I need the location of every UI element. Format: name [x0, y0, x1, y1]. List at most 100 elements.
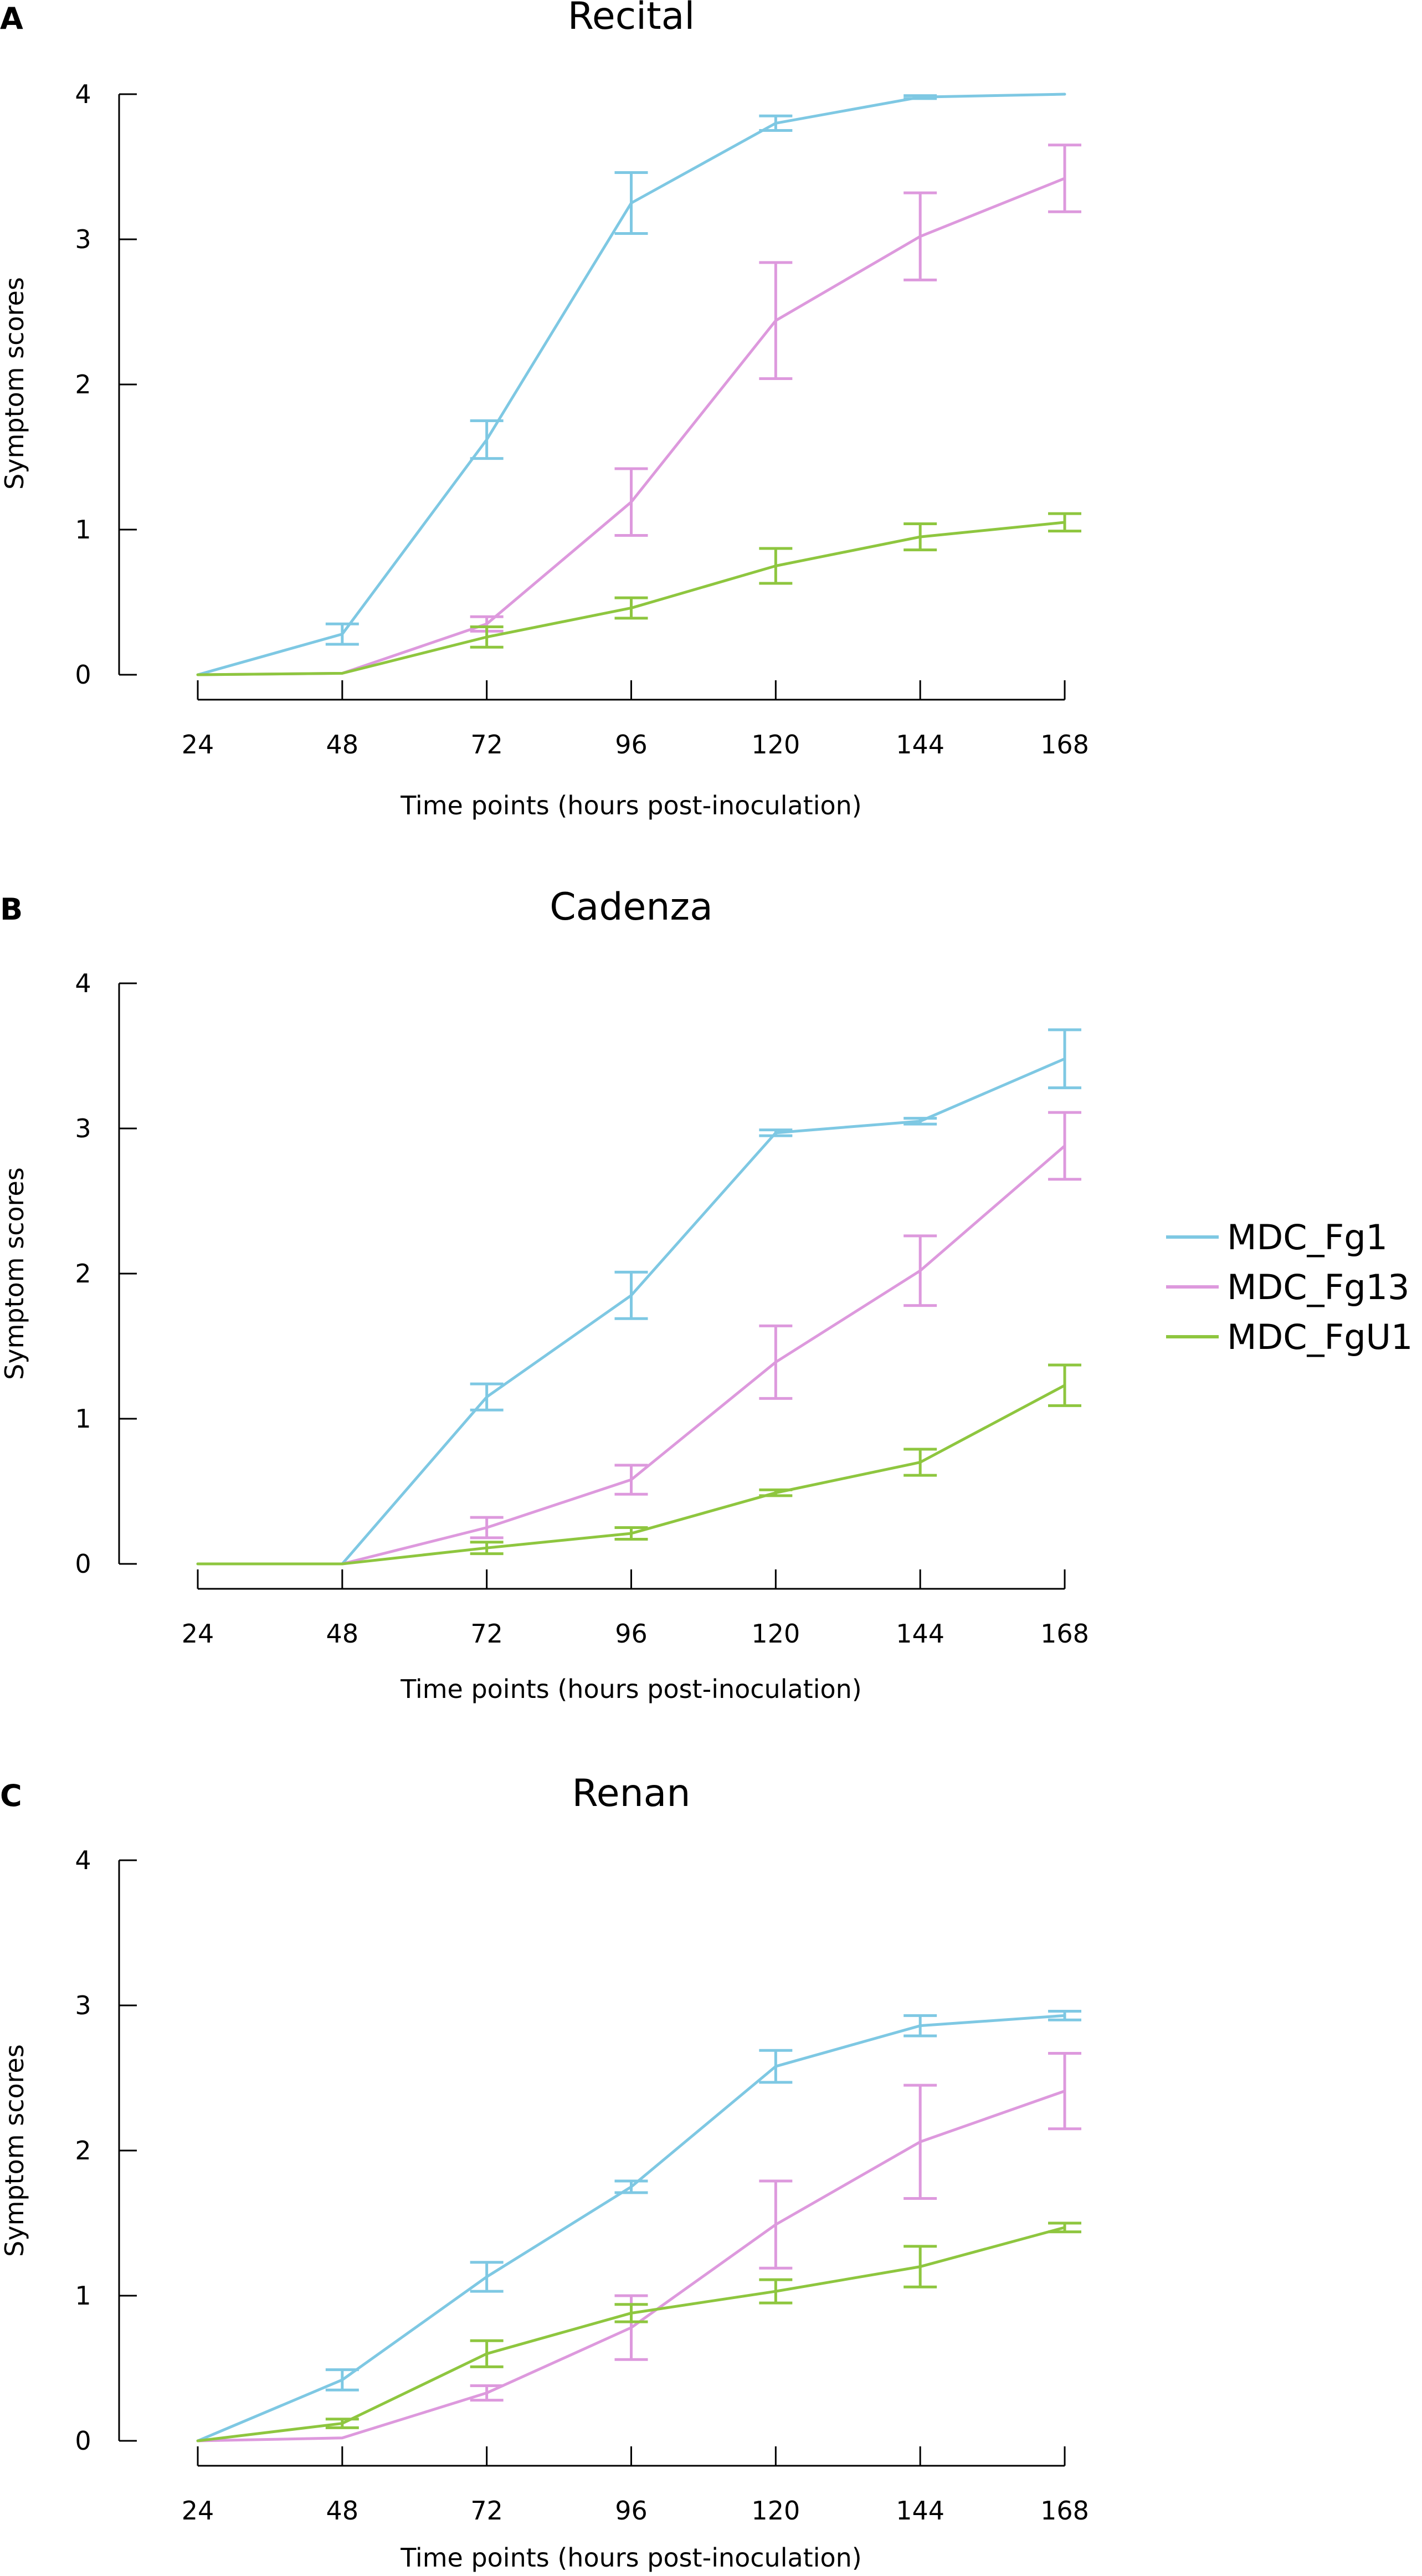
- series-mdc-fg13: [196, 2051, 1081, 2442]
- x-tick-label: 48: [326, 2496, 359, 2526]
- y-tick-label: 3: [75, 1990, 91, 2020]
- error-bar: [614, 1270, 648, 1320]
- error-bar: [470, 1382, 504, 1412]
- x-axis-label: Time points (hours post-inoculation): [400, 1674, 862, 1704]
- chart-panel-b: B Cadenza 0 1 2 3 4 24 48 72 96 120 144 168 Time point…: [0, 885, 1089, 1704]
- x-tick-label: 96: [615, 2496, 648, 2526]
- series-line-mdc-fg13: [196, 1144, 1066, 1566]
- y-tick-label: 0: [75, 1549, 91, 1579]
- x-tick-label: 72: [470, 1619, 503, 1649]
- error-bar: [759, 1128, 793, 1137]
- y-tick-label: 1: [75, 1404, 91, 1434]
- series-mdc-fgu1: [196, 2221, 1081, 2442]
- error-bar: [614, 171, 648, 235]
- error-bar: [759, 2278, 793, 2305]
- chart-title: Recital: [568, 0, 695, 38]
- legend-label-mdc-fgu1: MDC_FgU1: [1227, 1317, 1413, 1357]
- legend-label-mdc-fg13: MDC_Fg13: [1227, 1267, 1409, 1307]
- error-bar: [470, 1516, 504, 1540]
- series-mdc-fg1: [196, 1028, 1081, 1566]
- y-tick-label: 0: [75, 2426, 91, 2456]
- error-bar: [903, 2084, 937, 2200]
- error-bar: [1048, 512, 1081, 533]
- error-bar: [325, 622, 359, 646]
- series-mdc-fg1: [196, 93, 1066, 676]
- error-bar: [470, 419, 504, 460]
- error-bar: [759, 261, 793, 381]
- error-bar: [903, 522, 937, 552]
- error-bar: [470, 2384, 504, 2402]
- y-tick-label: 4: [75, 968, 91, 998]
- error-bar: [614, 1526, 648, 1541]
- y-tick-label: 2: [75, 370, 91, 399]
- error-bar: [470, 2261, 504, 2293]
- x-tick-label: 96: [615, 1619, 648, 1649]
- error-bar: [903, 1117, 937, 1126]
- error-bar: [1048, 1028, 1081, 1090]
- y-tick-label: 1: [75, 2281, 91, 2311]
- y-axis-label: Symptom scores: [0, 1167, 29, 1380]
- x-tick-label: 48: [326, 1619, 359, 1649]
- y-tick-label: 3: [75, 1113, 91, 1143]
- x-tick-label: 120: [751, 2496, 800, 2526]
- y-tick-label: 0: [75, 660, 91, 690]
- error-bar: [759, 2049, 793, 2084]
- y-axis-label: Symptom scores: [0, 277, 29, 490]
- y-tick-label: 2: [75, 1259, 91, 1289]
- error-bar: [1048, 2051, 1081, 2131]
- x-tick-label: 144: [896, 1619, 944, 1649]
- chart-panel-c: C Renan 0 1 2 3 4 24 48 72 96 120 144 168 Time points …: [0, 1772, 1089, 2573]
- error-bar: [614, 2179, 648, 2194]
- panel-letter: C: [0, 1778, 22, 1813]
- error-bar: [1048, 2009, 1081, 2021]
- error-bar: [759, 114, 793, 132]
- series-mdc-fgu1: [196, 512, 1081, 676]
- error-bar: [470, 625, 504, 649]
- x-tick-label: 168: [1040, 1619, 1089, 1649]
- error-bar: [903, 1234, 937, 1307]
- x-tick-label: 24: [182, 1619, 214, 1649]
- error-bar: [470, 2339, 504, 2368]
- x-tick-label: 72: [470, 2496, 503, 2526]
- error-bar: [614, 467, 648, 537]
- y-axis-label: Symptom scores: [0, 2044, 29, 2257]
- error-bar: [759, 1488, 793, 1497]
- chart-panel-a: A Recital 0 1 2 3 4 24 48 72 96 120 144 168 Time point…: [0, 0, 1089, 820]
- x-tick-label: 24: [182, 730, 214, 760]
- x-axis-label: Time points (hours post-inoculation): [400, 791, 862, 820]
- error-bar: [903, 2245, 937, 2288]
- series-mdc-fg13: [196, 1111, 1081, 1566]
- x-tick-label: 168: [1040, 2496, 1089, 2526]
- error-bar: [1048, 2221, 1081, 2234]
- panel-letter: B: [0, 892, 23, 927]
- error-bar: [614, 1464, 648, 1496]
- error-bar: [903, 94, 937, 100]
- error-bar: [759, 2179, 793, 2270]
- y-tick-label: 3: [75, 224, 91, 254]
- error-bar: [1048, 143, 1081, 213]
- series-line-mdc-fg13: [196, 2090, 1066, 2442]
- x-tick-label: 48: [326, 730, 359, 760]
- error-bar: [614, 2303, 648, 2323]
- x-tick-label: 96: [615, 730, 648, 760]
- error-bar: [759, 1324, 793, 1400]
- error-bar: [1048, 1363, 1081, 1407]
- series-mdc-fg1: [196, 2009, 1081, 2442]
- error-bar: [470, 1541, 504, 1556]
- y-tick-label: 4: [75, 79, 91, 109]
- x-tick-label: 144: [896, 2496, 944, 2526]
- panel-letter: A: [0, 1, 23, 36]
- error-bar: [614, 596, 648, 620]
- error-bar: [903, 191, 937, 281]
- y-tick-label: 4: [75, 1845, 91, 1875]
- error-bar: [325, 2368, 359, 2392]
- x-tick-label: 72: [470, 730, 503, 760]
- error-bar: [325, 2418, 359, 2429]
- error-bar: [759, 547, 793, 585]
- x-tick-label: 120: [751, 1619, 800, 1649]
- x-tick-label: 120: [751, 730, 800, 760]
- error-bar: [903, 1448, 937, 1477]
- y-tick-label: 1: [75, 515, 91, 545]
- legend: MDC_Fg1 MDC_Fg13 MDC_FgU1: [1166, 1217, 1413, 1357]
